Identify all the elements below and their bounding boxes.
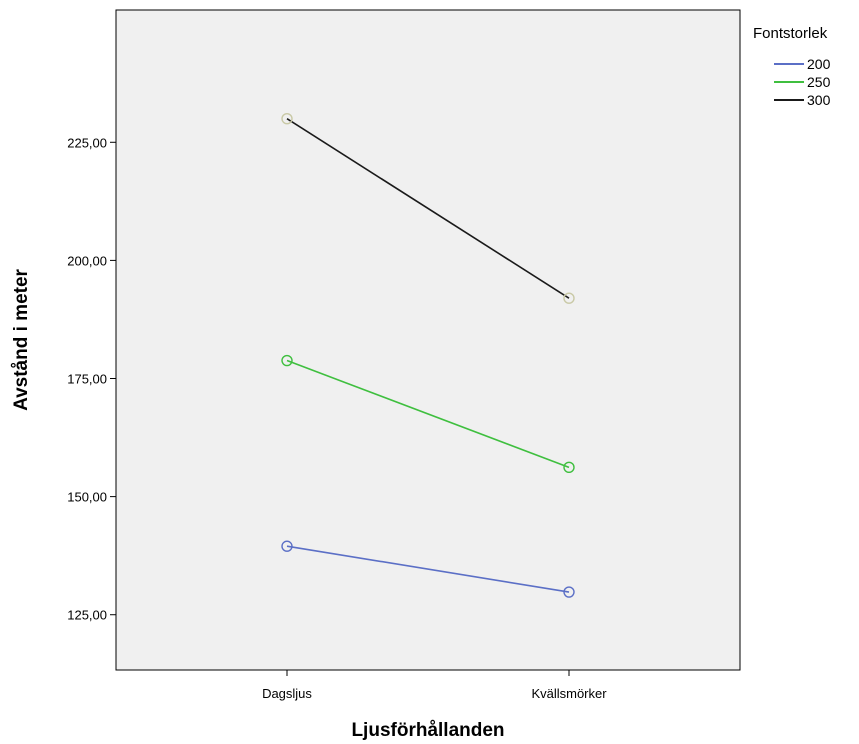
data-point-250 — [281, 354, 293, 367]
data-point-250 — [563, 461, 575, 474]
y-tick-label: 200,00 — [67, 253, 107, 268]
x-tick-label: Kvällsmörker — [531, 686, 607, 701]
y-axis-title: Avstånd i meter — [11, 268, 32, 410]
legend-label-200: 200 — [807, 56, 831, 72]
y-tick-label: 225,00 — [67, 135, 107, 150]
x-axis-title: Ljusförhållanden — [351, 720, 504, 741]
y-tick-label: 150,00 — [67, 490, 107, 505]
x-tick-label: Dagsljus — [262, 686, 312, 701]
series-layer — [281, 112, 575, 598]
plot-area — [115, 9, 741, 671]
data-point-300 — [563, 292, 575, 304]
x-axis: Dagsljus Kvällsmörker — [262, 670, 607, 701]
series-line-250 — [286, 359, 570, 469]
y-tick-label: 125,00 — [67, 608, 107, 623]
series-line-300 — [286, 117, 570, 299]
data-point-200 — [563, 586, 575, 598]
series-line-200 — [286, 545, 570, 593]
y-tick-label: 175,00 — [67, 372, 107, 387]
data-point-300 — [281, 112, 293, 125]
legend-label-300: 300 — [807, 92, 831, 108]
legend-title: Fontstorlek — [753, 25, 828, 42]
y-axis: 125,00 150,00 175,00 200,00 225,00 — [67, 135, 116, 623]
legend-label-250: 250 — [807, 74, 831, 90]
data-point-200 — [281, 540, 293, 552]
legend: Fontstorlek 200 250 300 — [753, 25, 831, 108]
